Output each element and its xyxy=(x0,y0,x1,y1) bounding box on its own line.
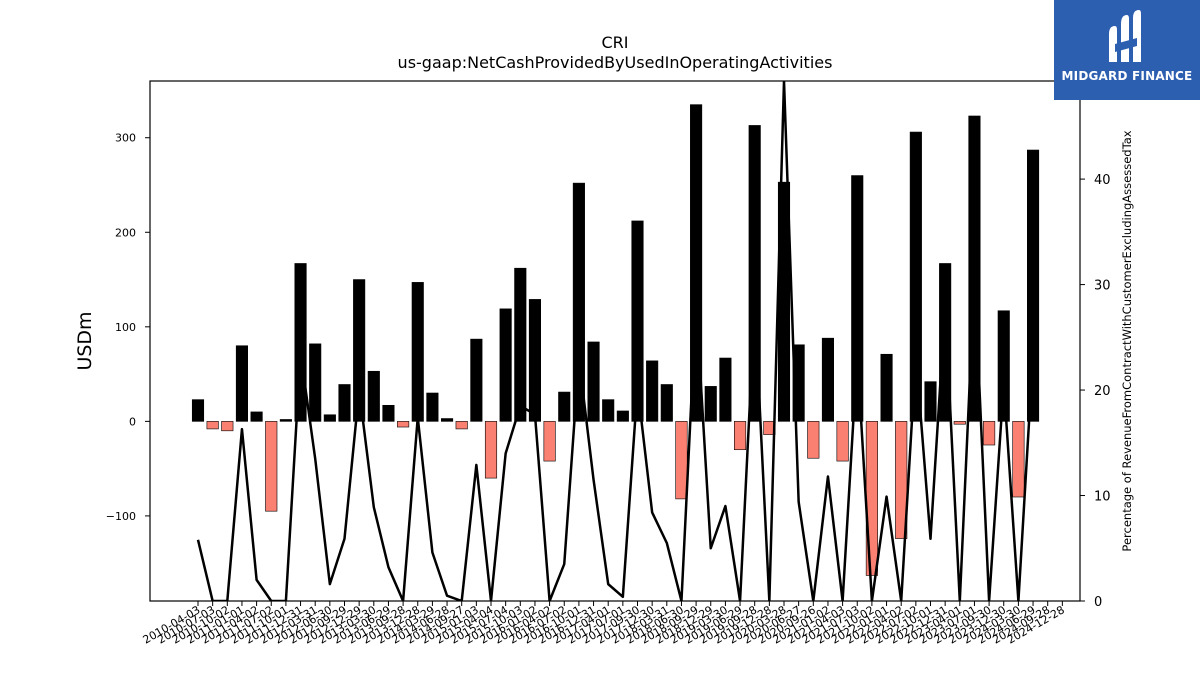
bar xyxy=(455,421,468,430)
bar xyxy=(1012,421,1025,498)
bar xyxy=(191,399,205,422)
bar xyxy=(265,421,278,512)
bar xyxy=(997,310,1010,422)
bar xyxy=(382,404,395,422)
bar xyxy=(411,282,424,422)
bar xyxy=(895,421,908,539)
y2-tick-label: 30 xyxy=(1094,279,1111,294)
logo-text: MIDGARD FINANCE xyxy=(1061,69,1193,83)
bar xyxy=(675,421,688,500)
bar xyxy=(851,175,864,422)
y-axis-label: USDm xyxy=(74,311,96,370)
bar xyxy=(587,341,600,422)
bar xyxy=(953,421,966,425)
bar xyxy=(909,131,922,422)
bar xyxy=(558,391,571,422)
bar xyxy=(602,399,615,422)
bar xyxy=(353,279,366,422)
bar xyxy=(206,421,219,430)
y2-tick-label: 40 xyxy=(1094,173,1111,188)
brand-logo: MIDGARD FINANCE xyxy=(1054,0,1200,100)
bar xyxy=(1027,149,1040,422)
bar xyxy=(397,421,410,428)
y2-axis-label: Percentage of RevenueFromContractWithCus… xyxy=(1120,130,1134,551)
logo-mark-icon xyxy=(1109,10,1141,62)
chart-title: CRI xyxy=(601,33,628,52)
bar xyxy=(309,343,322,422)
bar xyxy=(836,421,849,462)
bar xyxy=(616,410,629,422)
bar xyxy=(470,338,483,422)
y-tick-label: 200 xyxy=(115,226,136,239)
bar xyxy=(733,421,747,451)
bar xyxy=(484,421,498,479)
bar xyxy=(528,299,542,422)
bar xyxy=(235,345,248,422)
series-line xyxy=(196,81,1035,601)
bar xyxy=(939,263,952,422)
bar xyxy=(426,392,439,422)
y-tick-label: −100 xyxy=(106,510,136,523)
bar xyxy=(983,421,996,446)
y2-tick-label: 0 xyxy=(1094,595,1102,610)
bar xyxy=(338,384,351,422)
bar xyxy=(440,418,454,422)
y2-tick-label: 20 xyxy=(1094,384,1111,399)
bar xyxy=(250,411,263,422)
bar xyxy=(514,267,527,422)
bar xyxy=(880,353,893,422)
bar xyxy=(221,421,234,432)
bar xyxy=(748,125,761,422)
bar xyxy=(792,344,805,422)
bar xyxy=(690,104,703,422)
bar xyxy=(704,386,717,422)
chart-subtitle: us-gaap:NetCashProvidedByUsedInOperating… xyxy=(398,53,833,72)
bar xyxy=(646,360,659,422)
y2-tick-label: 10 xyxy=(1094,490,1111,505)
bar xyxy=(294,263,307,422)
bar xyxy=(719,357,732,422)
plot-frame xyxy=(149,80,1081,602)
bar xyxy=(924,381,937,422)
y-tick-label: 300 xyxy=(115,132,136,145)
bar xyxy=(660,384,673,422)
bar xyxy=(279,419,292,422)
y-tick-label: 100 xyxy=(115,321,136,334)
bar xyxy=(821,337,835,422)
y-tick-label: 0 xyxy=(129,415,136,428)
bar xyxy=(499,308,512,422)
bar xyxy=(968,115,981,422)
bar xyxy=(631,220,644,422)
bar xyxy=(367,370,380,422)
bar xyxy=(323,414,336,422)
bar xyxy=(543,421,556,462)
bar xyxy=(807,421,820,459)
bar xyxy=(572,182,585,422)
